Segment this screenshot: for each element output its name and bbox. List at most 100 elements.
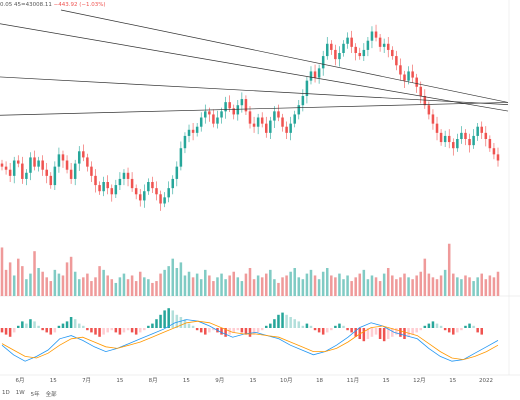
volume-bar	[407, 277, 410, 296]
volume-bar	[90, 281, 93, 296]
volume-bar	[427, 273, 431, 296]
volume-bar	[212, 281, 215, 296]
volume-bar	[155, 281, 158, 296]
volume-bar	[488, 275, 492, 296]
range-button-all[interactable]: 全部	[45, 392, 57, 398]
candle-body	[12, 160, 16, 176]
volume-bar	[378, 281, 382, 296]
candle-body	[143, 191, 146, 201]
volume-bar	[21, 266, 24, 296]
volume-bar	[41, 271, 44, 296]
volume-bar	[199, 279, 203, 296]
macd-histogram-bar	[460, 328, 463, 331]
x-tick-label: 18	[316, 378, 323, 384]
volume-bar	[187, 271, 191, 296]
volume-bar	[236, 277, 240, 296]
candle-body	[496, 154, 500, 161]
candle-body	[362, 49, 366, 57]
volume-bar	[447, 243, 451, 296]
volume-bar	[29, 273, 32, 296]
candle-body	[204, 111, 207, 118]
macd-histogram-bar	[403, 328, 406, 339]
candle-body	[187, 129, 191, 136]
volume-bar	[17, 258, 20, 296]
macd-histogram-bar	[277, 314, 280, 328]
volume-bar	[496, 271, 500, 296]
range-button-1d[interactable]: 1D	[2, 390, 10, 396]
trendline	[60, 9, 509, 103]
candle-body	[456, 139, 459, 149]
macd-histogram-bar	[17, 325, 20, 328]
macd-histogram-bar	[321, 328, 325, 335]
volume-bar	[216, 277, 219, 296]
macd-histogram-bar	[447, 328, 451, 333]
candle-body	[138, 194, 142, 201]
x-tick-label: 9月	[215, 377, 224, 384]
macd-histogram-bar	[330, 328, 333, 331]
volume-bar	[313, 275, 317, 296]
volume-bar	[77, 279, 81, 296]
candle-body	[163, 197, 166, 204]
candle-body	[90, 166, 93, 176]
candle-body	[159, 194, 162, 204]
x-tick-label: 10月	[280, 377, 293, 384]
macd-histogram-bar	[382, 328, 386, 342]
volume-bar	[179, 262, 183, 296]
volume-bar	[183, 275, 187, 296]
volume-bar	[342, 279, 345, 296]
candle-body	[33, 157, 36, 167]
candle-body	[155, 188, 158, 195]
candle-body	[334, 49, 337, 60]
volume-bar	[317, 279, 321, 296]
x-tick-label: 15	[50, 378, 57, 384]
macd-histogram-bar	[143, 328, 146, 331]
volume-bar	[252, 279, 256, 296]
volume-bar	[126, 279, 130, 296]
volume-bar	[330, 275, 333, 296]
candle-body	[0, 163, 4, 167]
macd-histogram-bar	[411, 328, 414, 335]
range-button-5y[interactable]: 5年	[30, 392, 40, 398]
macd-histogram-bar	[423, 325, 427, 328]
x-tick-label: 11月	[347, 377, 360, 384]
macd-histogram-bar	[386, 328, 390, 339]
range-button-1w[interactable]: 1W	[15, 390, 25, 396]
macd-histogram-bar	[391, 328, 394, 337]
candle-body	[346, 37, 349, 44]
candle-body	[179, 148, 183, 167]
macd-histogram-bar	[82, 325, 85, 328]
candle-body	[313, 71, 317, 78]
volume-bar	[224, 279, 227, 296]
volume-bar	[114, 282, 118, 296]
macd-histogram-bar	[151, 323, 154, 328]
macd-histogram-bar	[155, 319, 158, 328]
volume-bar	[65, 262, 69, 296]
candle-body	[134, 188, 138, 195]
volume-bar	[204, 269, 207, 296]
volume-bar	[12, 275, 16, 296]
volume-bar	[171, 258, 175, 296]
macd-histogram-bar	[98, 328, 101, 337]
volume-bar	[386, 268, 390, 296]
volume-bar	[110, 279, 114, 296]
candle-body	[57, 154, 61, 167]
volume-bar	[159, 273, 162, 296]
candle-body	[447, 135, 451, 143]
candle-body	[122, 172, 126, 179]
candle-body	[366, 40, 370, 50]
macd-histogram-bar	[175, 314, 179, 328]
x-tick-label: 15	[449, 378, 456, 384]
volume-bar	[399, 277, 402, 296]
candle-body	[151, 182, 154, 189]
volume-bar	[366, 279, 370, 296]
volume-bar	[167, 266, 170, 296]
volume-bar	[415, 275, 418, 296]
volume-bar	[73, 271, 77, 296]
volume-bar	[130, 275, 134, 296]
volume-bar	[297, 277, 301, 296]
candle-body	[65, 160, 69, 170]
candle-body	[240, 99, 244, 106]
macd-histogram-bar	[8, 328, 12, 337]
macd-histogram-bar	[130, 328, 134, 333]
